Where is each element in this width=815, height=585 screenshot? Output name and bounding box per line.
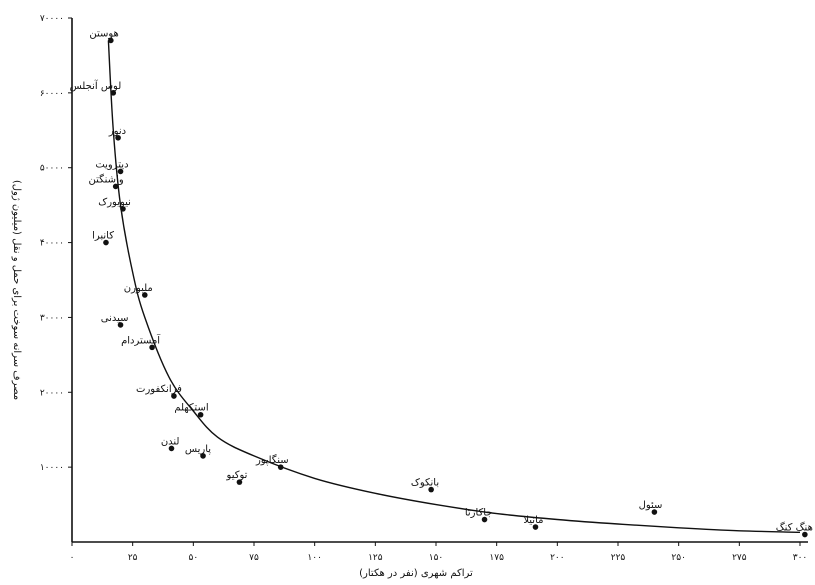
y-ticks: ۱۰۰۰۰ ۲۰۰۰۰ ۳۰۰۰۰ ۴۰۰۰۰ ۵۰۰۰۰ ۶۰۰۰۰ ۷۰۰۰۰ [40,14,72,473]
data-point [142,292,148,298]
x-tick-label: ۵۰ [188,553,198,563]
point-label: فرانکفورت [136,384,182,395]
point-label: دیترویت [95,159,128,170]
point-label: مانیلا [523,515,543,526]
y-axis-title: مصرف سرانه سوخت برای حمل و نقل (میلیون ژ… [11,180,22,400]
point-label: هنگ کنگ [776,522,813,534]
x-tick-label: ۲۵۰ [671,553,686,563]
data-point [120,206,126,212]
point-label: لندن [161,436,180,447]
data-point [115,134,121,141]
data-point [171,393,177,399]
point-label: توکیو [226,470,248,481]
y-tick-label: ۲۰۰۰۰ [40,388,64,398]
data-point [200,453,206,459]
data-point [103,239,109,246]
y-tick-label: ۷۰۰۰۰ [40,14,64,24]
point-label: نیویورک [98,197,131,208]
point-label: سنگاپور [255,454,289,466]
data-point [428,486,434,493]
data-point [117,168,124,175]
axes [71,18,808,543]
data-point [802,531,808,538]
data-point [168,445,175,452]
point-label: دنور [108,126,126,137]
data-point [236,479,243,485]
x-ticks: ۰ ۲۵ ۵۰ ۷۵ ۱۰۰ ۱۲۵ ۱۵۰ ۱۷۵ ۲۰۰ ۲۲۵ ۲۵۰ ۲۷۵ ۳۰۰ [70,542,808,563]
data-point [277,464,284,470]
point-label: بانکوک [411,478,439,489]
point-label: استکهلم [174,403,208,414]
point-label: ملبورن [124,283,153,294]
x-axis-title: تراکم شهری (نفر در هکتار) [359,568,473,579]
point-label: آمستردام [121,333,161,346]
data-point [108,37,114,44]
data-point [112,183,119,190]
data-point [532,524,539,530]
y-tick-label: ۵۰۰۰۰ [40,164,64,174]
x-tick-label: ۲۲۵ [611,553,626,563]
x-tick-label: ۱۲۵ [368,553,383,563]
x-tick-label: ۲۷۵ [732,553,747,563]
x-tick-label: ۱۷۵ [489,553,504,563]
data-point [651,509,658,515]
x-tick-label: ۷۵ [249,553,259,563]
point-label: سئول [639,500,663,511]
data-point [481,516,488,523]
point-label: سیدنی [101,313,129,324]
x-tick-label: ۳۰۰ [793,553,808,563]
x-tick-label: ۲۰۰ [550,553,565,563]
data-point [110,90,117,96]
trend-curve [107,40,801,533]
y-tick-label: ۴۰۰۰۰ [40,239,64,249]
x-tick-label: ۱۰۰ [307,553,322,563]
y-tick-label: ۱۰۰۰۰ [40,463,64,473]
data-point [117,322,124,328]
point-label: جاکارتا [465,508,493,519]
y-tick-label: ۶۰۰۰۰ [40,89,64,99]
x-tick-label: ۰ [70,553,75,563]
point-label: هوستن [89,28,118,39]
data-points: هوستن لوس آنجلس دنور دیترویت واشنگتن نیویورک ک… [70,28,813,538]
x-tick-label: ۱۵۰ [429,553,444,563]
point-label: لوس آنجلس [70,79,122,92]
data-point [149,344,155,351]
point-label: کانبرا [92,231,114,242]
x-tick-label: ۲۵ [128,553,138,563]
point-label: واشنگتن [89,173,124,185]
y-tick-label: ۳۰۰۰۰ [40,313,64,323]
data-point [197,411,204,418]
point-label: پاریس [185,444,211,455]
